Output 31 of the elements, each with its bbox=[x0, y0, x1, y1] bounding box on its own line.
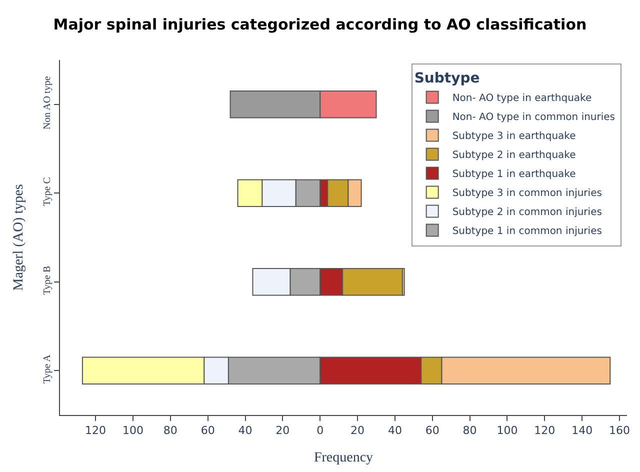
y-tick-label: Type C bbox=[42, 176, 53, 206]
legend-label: Subtype 1 in earthquake bbox=[452, 169, 576, 180]
x-axis-title: Frequency bbox=[314, 450, 374, 466]
x-tick-label: 100 bbox=[122, 424, 144, 438]
x-tick-label: 80 bbox=[462, 424, 477, 438]
x-tick-label: 120 bbox=[85, 424, 106, 438]
chart-title: Major spinal injuries categorized according to AO classification bbox=[53, 15, 587, 34]
x-tick-label: 0 bbox=[316, 424, 324, 438]
legend-label: Subtype 3 in common injuries bbox=[452, 188, 602, 200]
x-tick-label: 20 bbox=[350, 424, 365, 438]
x-tick-label: 60 bbox=[200, 424, 215, 438]
y-axis-title: Magerl (AO) types bbox=[12, 184, 27, 291]
legend-label: Subtype 2 in common injuries bbox=[452, 207, 602, 218]
x-tick-label: 60 bbox=[425, 424, 440, 438]
x-tick-label: 20 bbox=[276, 424, 290, 438]
y-tick-label: Non AO type bbox=[42, 76, 53, 130]
legend-label: Non- AO type in earthquake bbox=[452, 93, 592, 104]
legend-label: Subtype 3 in earthquake bbox=[452, 131, 576, 142]
legend-title: Subtype bbox=[414, 70, 480, 87]
x-tick-label: 160 bbox=[609, 424, 630, 438]
legend-label: Subtype 1 in common injuries bbox=[452, 226, 602, 238]
x-tick-label: 140 bbox=[572, 424, 593, 438]
x-tick-label: 40 bbox=[388, 424, 402, 438]
y-tick-label: Type B bbox=[42, 266, 53, 295]
x-tick-label: 40 bbox=[238, 424, 252, 438]
x-tick-label: 80 bbox=[163, 424, 178, 438]
y-tick-label: Type A bbox=[42, 354, 53, 384]
legend-label: Non- AO type in common inuries bbox=[452, 112, 616, 124]
x-tick-label: 100 bbox=[496, 424, 518, 438]
legend-label: Subtype 2 in earthquake bbox=[452, 150, 576, 162]
x-tick-label: 120 bbox=[534, 424, 556, 438]
